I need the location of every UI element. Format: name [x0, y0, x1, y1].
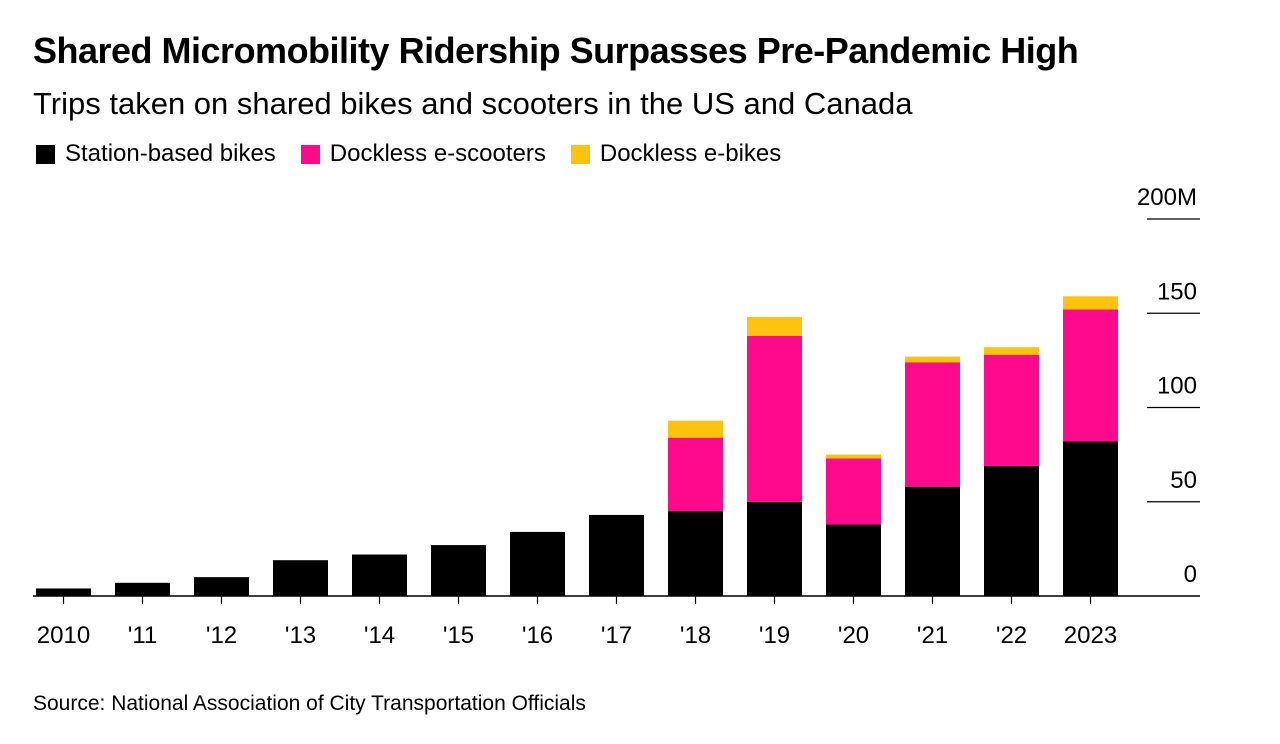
chart-subtitle: Trips taken on shared bikes and scooters… [33, 86, 913, 121]
bar-segment-dockless-ebikes [826, 454, 881, 459]
legend-item-dockless-scooters: Dockless e-scooters [300, 140, 546, 168]
legend-item-station-bikes: Station-based bikes [36, 140, 276, 168]
bar-segment-dockless-ebikes [668, 420, 723, 438]
bar-segment-station-bikes [984, 465, 1039, 596]
x-tick-label: '21 [917, 622, 948, 649]
bar-segment-station-bikes [115, 582, 170, 596]
x-tick-label: '16 [522, 622, 553, 649]
bar-segment-station-bikes [826, 524, 881, 596]
legend-item-dockless-ebikes: Dockless e-bikes [570, 140, 782, 168]
bar-segment-dockless-ebikes [984, 347, 1039, 355]
bar-segment-dockless-ebikes [905, 356, 960, 363]
x-tick-label: '20 [838, 622, 869, 649]
y-tick-label: 50 [1170, 467, 1197, 494]
x-tick-label: '18 [680, 622, 711, 649]
bar-segment-station-bikes [905, 486, 960, 596]
bar-segment-station-bikes [589, 514, 644, 596]
bar-segment-dockless-scooters [984, 354, 1039, 466]
bar-segment-station-bikes [747, 501, 802, 596]
x-tick-label: '12 [206, 622, 237, 649]
bar-segment-station-bikes [36, 588, 91, 596]
bar-segment-station-bikes [510, 531, 565, 596]
x-axis: 2010 '11 '12 '13 '14 '15 '16 '17 '18 '19 '20 '21 '22… [33, 595, 1200, 649]
x-tick-label: '17 [601, 622, 632, 649]
legend-label-station-bikes: Station-based bikes [65, 140, 276, 167]
bar-segment-dockless-scooters [747, 335, 802, 502]
bar-segment-dockless-ebikes [1063, 296, 1118, 310]
bar-segment-dockless-scooters [826, 458, 881, 525]
bar-segment-station-bikes [431, 545, 486, 596]
y-axis: 0 50 100 150 200M [1137, 184, 1200, 588]
y-tick-label: 200M [1137, 184, 1197, 211]
bar-segment-station-bikes [194, 577, 249, 596]
x-tick-label: 2023 [1064, 622, 1117, 649]
legend: Station-based bikes Dockless e-scooters … [36, 140, 806, 168]
x-tick-label: '22 [996, 622, 1027, 649]
bar-segment-dockless-ebikes [747, 317, 802, 336]
x-tick-label: '15 [443, 622, 474, 649]
source-note: Source: National Association of City Tra… [33, 692, 586, 715]
x-tick-label: '19 [759, 622, 790, 649]
x-tick-label: '14 [364, 622, 395, 649]
x-tick-label: '11 [128, 622, 158, 649]
bars-group [36, 296, 1118, 596]
bar-segment-station-bikes [352, 554, 407, 596]
x-tick-label: '13 [285, 622, 316, 649]
bar-segment-dockless-scooters [668, 437, 723, 512]
bar-segment-station-bikes [668, 511, 723, 596]
x-tick-label: 2010 [37, 622, 90, 649]
y-tick-label: 0 [1184, 561, 1197, 588]
legend-label-dockless-scooters: Dockless e-scooters [329, 140, 546, 167]
bar-segment-dockless-scooters [905, 362, 960, 487]
bar-segment-station-bikes [273, 560, 328, 596]
y-tick-label: 150 [1157, 278, 1197, 305]
legend-swatch-dockless-scooters [300, 144, 320, 164]
legend-swatch-station-bikes [36, 144, 55, 164]
bar-segment-station-bikes [1063, 441, 1118, 596]
chart-title: Shared Micromobility Ridership Surpasses… [33, 30, 1079, 71]
y-tick-label: 100 [1157, 373, 1197, 400]
bar-segment-dockless-scooters [1063, 309, 1118, 442]
legend-swatch-dockless-ebikes [570, 144, 590, 164]
legend-label-dockless-ebikes: Dockless e-bikes [599, 140, 782, 167]
